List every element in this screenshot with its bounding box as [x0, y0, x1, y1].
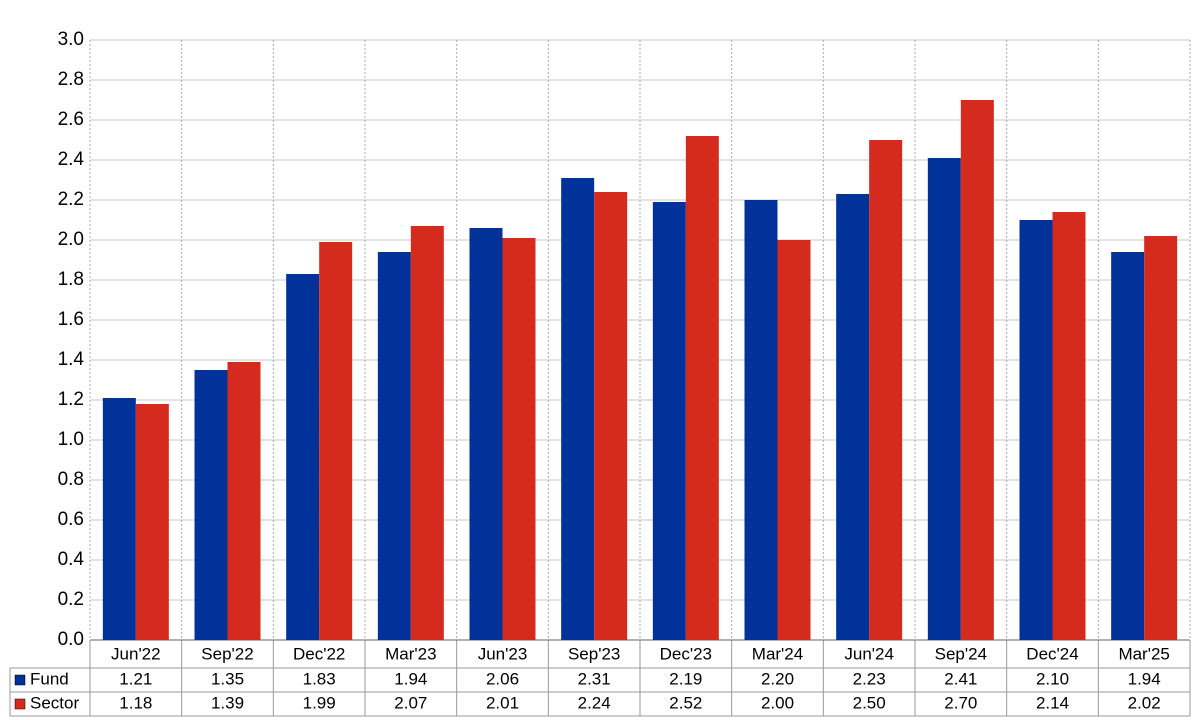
y-tick-label: 2.2 — [58, 189, 84, 210]
x-tick-label: Jun'22 — [111, 644, 161, 663]
table-value: 2.00 — [761, 693, 794, 712]
y-tick-label: 3.0 — [58, 29, 84, 50]
bar — [410, 226, 444, 640]
bar — [286, 274, 320, 640]
y-tick-label: 0.8 — [58, 469, 84, 490]
bar — [960, 100, 994, 640]
bar — [194, 370, 228, 640]
table-value: 1.18 — [119, 693, 152, 712]
table-value: 2.50 — [853, 693, 886, 712]
x-tick-label: Dec'22 — [293, 644, 345, 663]
bar — [561, 178, 595, 640]
x-tick-label: Dec'24 — [1026, 644, 1078, 663]
bar — [135, 404, 169, 640]
y-tick-label: 0.4 — [58, 549, 85, 570]
bar — [777, 240, 811, 640]
bar — [227, 362, 261, 640]
y-tick-label: 2.0 — [58, 229, 84, 250]
bar — [319, 242, 353, 640]
bar — [594, 192, 628, 640]
table-value: 1.94 — [394, 669, 427, 688]
table-value: 1.99 — [303, 693, 336, 712]
bar — [869, 140, 903, 640]
y-tick-label: 0.6 — [58, 509, 84, 530]
legend-label: Sector — [30, 693, 79, 712]
x-tick-label: Sep'23 — [568, 644, 620, 663]
y-tick-label: 2.4 — [58, 149, 85, 170]
table-value: 1.83 — [303, 669, 336, 688]
y-tick-label: 1.8 — [58, 269, 84, 290]
bar — [1052, 212, 1086, 640]
x-tick-label: Mar'23 — [385, 644, 436, 663]
legend-swatch — [14, 698, 26, 710]
y-tick-label: 1.0 — [58, 429, 84, 450]
table-value: 1.94 — [1128, 669, 1161, 688]
bar — [377, 252, 411, 640]
y-tick-label: 0.0 — [58, 629, 84, 650]
legend-label: Fund — [30, 669, 69, 688]
table-value: 2.19 — [669, 669, 702, 688]
x-tick-label: Jun'23 — [478, 644, 528, 663]
table-value: 1.39 — [211, 693, 244, 712]
table-value: 2.31 — [578, 669, 611, 688]
bar — [102, 398, 136, 640]
bar — [1144, 236, 1178, 640]
y-tick-label: 1.6 — [58, 309, 84, 330]
table-value: 2.10 — [1036, 669, 1069, 688]
y-tick-label: 1.2 — [58, 389, 84, 410]
x-tick-label: Jun'24 — [844, 644, 894, 663]
y-tick-label: 1.4 — [58, 349, 85, 370]
table-value: 1.35 — [211, 669, 244, 688]
table-value: 2.41 — [944, 669, 977, 688]
y-tick-label: 0.2 — [58, 589, 84, 610]
x-tick-label: Mar'24 — [752, 644, 803, 663]
table-value: 2.01 — [486, 693, 519, 712]
x-tick-label: Sep'24 — [935, 644, 987, 663]
legend-swatch — [14, 674, 26, 686]
y-tick-label: 2.8 — [58, 69, 84, 90]
table-value: 2.23 — [853, 669, 886, 688]
bar — [469, 228, 503, 640]
bar — [927, 158, 961, 640]
bar — [744, 200, 778, 640]
bar — [1111, 252, 1145, 640]
x-tick-label: Dec'23 — [660, 644, 712, 663]
bar — [502, 238, 536, 640]
bar — [652, 202, 686, 640]
y-tick-label: 2.6 — [58, 109, 84, 130]
table-value: 2.24 — [578, 693, 611, 712]
bar — [685, 136, 719, 640]
table-value: 2.07 — [394, 693, 427, 712]
bar — [1019, 220, 1053, 640]
table-value: 2.02 — [1128, 693, 1161, 712]
x-tick-label: Mar'25 — [1118, 644, 1169, 663]
table-value: 2.06 — [486, 669, 519, 688]
table-value: 1.21 — [119, 669, 152, 688]
table-value: 2.70 — [944, 693, 977, 712]
table-value: 2.20 — [761, 669, 794, 688]
x-tick-label: Sep'22 — [201, 644, 253, 663]
bar — [836, 194, 870, 640]
table-value: 2.52 — [669, 693, 702, 712]
table-value: 2.14 — [1036, 693, 1069, 712]
